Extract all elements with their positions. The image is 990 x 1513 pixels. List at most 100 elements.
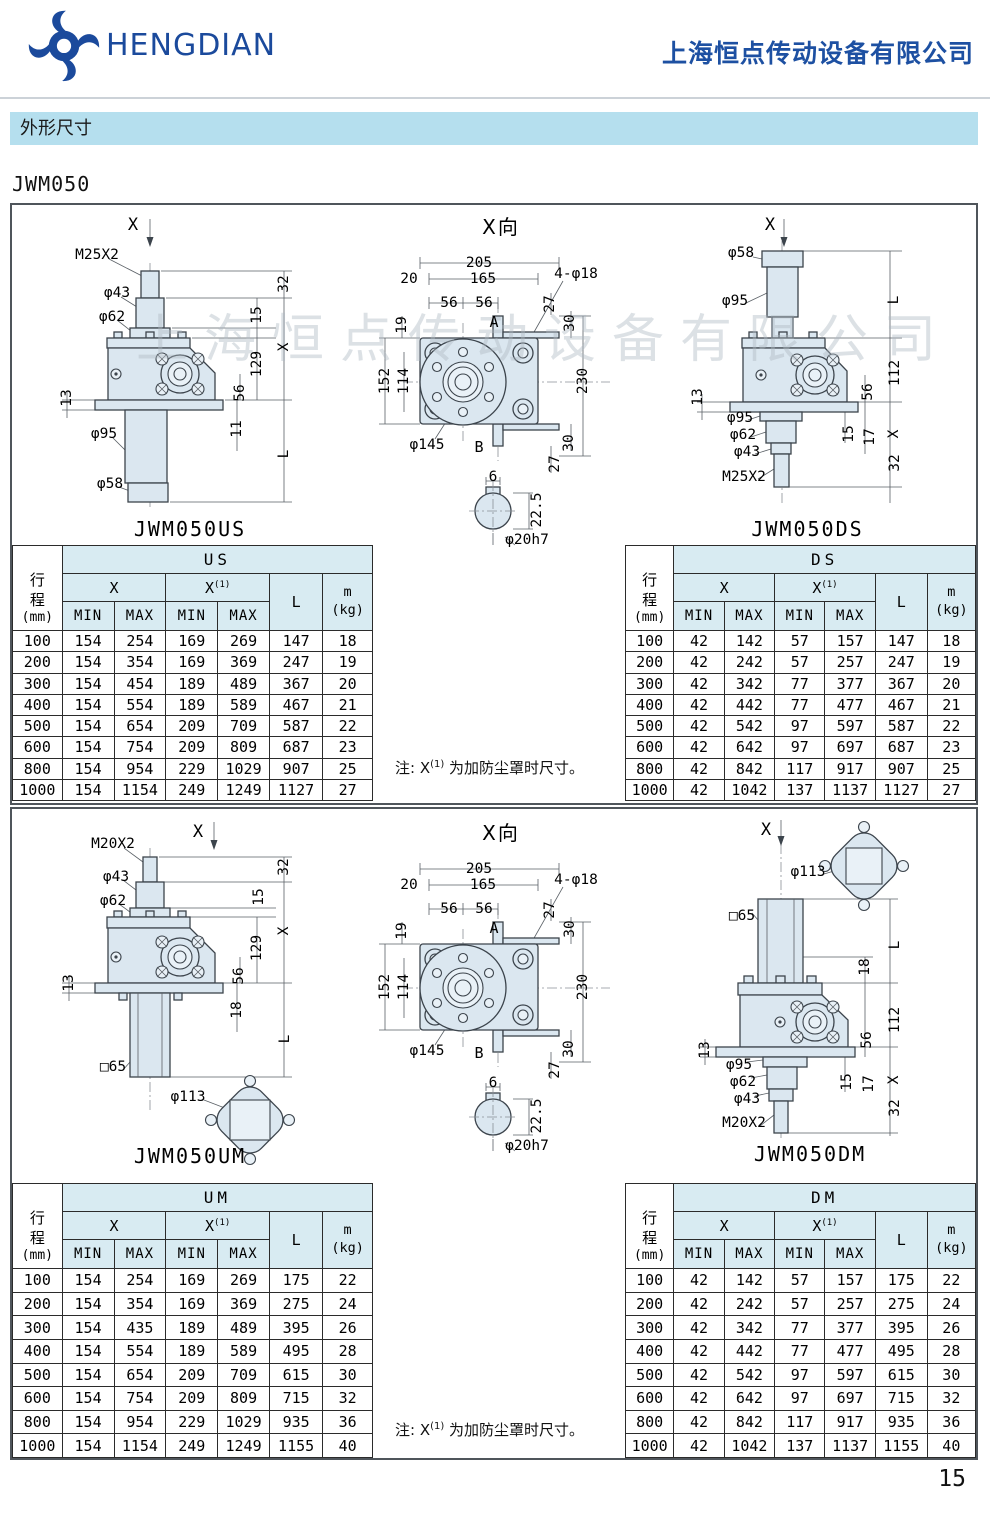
table-cell: 477 xyxy=(824,1338,876,1364)
table-cell: 100 xyxy=(624,1268,675,1293)
table-cell: 57 xyxy=(774,1291,826,1317)
table-cell: 77 xyxy=(774,1338,826,1364)
table-cell: 40 xyxy=(926,1433,977,1458)
table-cell: 1137 xyxy=(824,778,876,802)
table-cell: 600 xyxy=(624,1386,675,1411)
table-row: 1000 154 1154 249 1249 1155 40 xyxy=(12,1433,373,1458)
dimension-label: A xyxy=(489,919,499,937)
minmax-header: MAX xyxy=(217,1239,270,1269)
table-cell: 342 xyxy=(723,1315,776,1340)
dimension-label: B xyxy=(474,438,484,456)
table-cell: 154 xyxy=(61,1409,115,1435)
table-cell: 907 xyxy=(268,757,324,780)
dimension-label: L xyxy=(887,940,903,950)
dimension-label: 56 xyxy=(860,383,876,401)
table-cell: 42 xyxy=(673,1291,725,1317)
dimension-label: φ58 xyxy=(96,476,124,492)
hengdian-logo-icon xyxy=(28,10,100,82)
table-cell: 247 xyxy=(874,651,928,674)
table-cell: 209 xyxy=(165,1362,219,1388)
dimension-label: 165 xyxy=(469,877,497,893)
dimension-label: X xyxy=(192,822,204,842)
dimension-label: 6 xyxy=(488,469,498,485)
table-cell: 154 xyxy=(61,1386,115,1411)
dimension-label: 13 xyxy=(690,388,706,406)
minmax-header: MAX xyxy=(217,601,270,631)
table-cell: 275 xyxy=(268,1291,324,1317)
table-cell: 715 xyxy=(874,1386,928,1411)
table-row: 500 42 542 97 597 615 30 xyxy=(624,1362,977,1388)
table-cell: 242 xyxy=(723,1291,776,1317)
table-cell: 697 xyxy=(824,736,876,759)
table-row: 600 42 642 97 697 715 32 xyxy=(624,1386,977,1411)
table-cell: 800 xyxy=(624,757,675,780)
stroke-column-header: 行程 (mm) xyxy=(624,545,675,631)
table-row: 300 154 454 189 489 367 20 xyxy=(12,672,373,695)
table-cell: 189 xyxy=(165,693,219,717)
table-cell: 642 xyxy=(723,736,776,759)
table-cell: 754 xyxy=(113,736,167,759)
table-cell: 154 xyxy=(61,757,115,780)
dimension-label: 56 xyxy=(440,901,458,917)
minmax-header: MIN xyxy=(673,601,725,631)
dimension-label: 20 xyxy=(400,271,418,287)
table-cell: 800 xyxy=(12,757,63,780)
view-title: X向 xyxy=(482,215,520,239)
table-cell: 467 xyxy=(268,693,324,717)
technical-drawing-x-view xyxy=(379,257,610,546)
footnote-dust-cover: 注: X(1) 为加防尘罩时尺寸。 xyxy=(395,1421,585,1439)
dimension-label: 15 xyxy=(841,425,857,443)
table-cell: 500 xyxy=(624,714,675,738)
technical-drawing-x-view xyxy=(379,863,610,1152)
table-row: 500 42 542 97 597 587 22 xyxy=(624,714,977,738)
table-cell: 269 xyxy=(217,629,270,653)
dimension-label: 22.5 xyxy=(529,492,545,528)
table-cell: 147 xyxy=(874,629,928,653)
dimension-label: 27 xyxy=(542,295,558,313)
table-cell: 554 xyxy=(113,693,167,717)
series-header: DM xyxy=(673,1183,976,1212)
mass-column-header: m (kg) xyxy=(926,1211,977,1269)
dimension-label: φ58 xyxy=(727,245,755,261)
table-cell: 842 xyxy=(723,1409,776,1435)
table-cell: 157 xyxy=(824,629,876,653)
minmax-header: MAX xyxy=(723,601,776,631)
table-cell: 169 xyxy=(165,1268,219,1293)
table-cell: 1155 xyxy=(268,1433,324,1458)
table-row: 200 154 354 169 369 247 19 xyxy=(12,651,373,674)
dimension-label: X xyxy=(886,429,902,439)
table-cell: 1154 xyxy=(113,1433,167,1458)
table-cell: 42 xyxy=(673,714,725,738)
table-cell: 917 xyxy=(824,1409,876,1435)
table-cell: 157 xyxy=(824,1268,876,1293)
dimension-label: 18 xyxy=(857,958,873,976)
table-cell: 27 xyxy=(926,778,977,802)
dimension-label: 11 xyxy=(229,420,245,438)
table-cell: 300 xyxy=(624,672,675,695)
table-cell: 142 xyxy=(723,629,776,653)
technical-drawing-ds xyxy=(697,219,902,505)
table-cell: 400 xyxy=(12,1338,63,1364)
footnote-dust-cover: 注: X(1) 为加防尘罩时尺寸。 xyxy=(395,759,585,777)
table-cell: 907 xyxy=(874,757,928,780)
dimension-label: φ43 xyxy=(103,285,131,301)
table-cell: 800 xyxy=(12,1409,63,1435)
dimension-label: 205 xyxy=(465,255,493,271)
dimension-label: 152 xyxy=(377,367,393,395)
table-cell: 200 xyxy=(624,651,675,674)
minmax-header: MIN xyxy=(774,601,826,631)
l-column-header: L xyxy=(874,573,928,631)
table-cell: 697 xyxy=(824,1386,876,1411)
table-cell: 1042 xyxy=(723,1433,776,1458)
table-cell: 257 xyxy=(824,651,876,674)
minmax-header: MIN xyxy=(61,601,115,631)
dimension-label: X xyxy=(760,820,772,840)
table-cell: 97 xyxy=(774,714,826,738)
dimension-label: L xyxy=(886,295,902,305)
table-cell: 1127 xyxy=(874,778,928,802)
table-cell: 100 xyxy=(12,1268,63,1293)
x-group-header: X xyxy=(673,1211,776,1240)
dimension-label: φ62 xyxy=(99,893,127,909)
table-cell: 495 xyxy=(268,1338,324,1364)
